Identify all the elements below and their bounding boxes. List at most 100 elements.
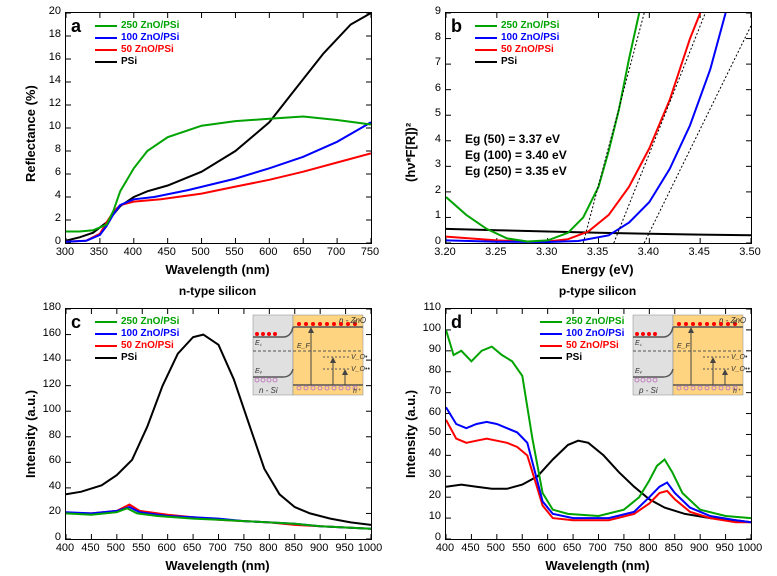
y-tick: 80 [429,364,441,376]
y-tick: 20 [429,489,441,501]
legend-item: 100 ZnO/PSi [475,32,559,43]
legend-label: 50 ZnO/PSi [501,44,554,55]
legend-label: PSi [121,56,137,67]
panel-d-letter: d [451,312,462,333]
svg-text:E_F: E_F [677,343,691,350]
legend-swatch [475,61,497,63]
bandgap-annotation: Eg (50) = 3.37 eV [465,132,560,146]
legend-item: 100 ZnO/PSi [95,32,179,43]
legend-item: 100 ZnO/PSi [540,328,624,339]
y-tick: 14 [49,74,61,86]
legend-item: 50 ZnO/PSi [95,340,179,351]
panel-c-xlabel: Wavelength (nm) [158,558,278,573]
bandgap-annotation: Eg (100) = 3.40 eV [465,148,567,162]
y-tick: 18 [49,28,61,40]
y-tick: 0 [55,531,61,543]
x-tick: 450 [152,246,182,258]
legend-label: 100 ZnO/PSi [566,328,624,339]
x-tick: 500 [186,246,216,258]
y-tick: 40 [49,480,61,492]
x-tick: 3.30 [532,246,562,258]
legend: 250 ZnO/PSi100 ZnO/PSi50 ZnO/PSiPSi [95,316,179,364]
panel-b-ylabel: (hν*F[R])² [403,123,418,182]
y-tick: 4 [55,189,61,201]
legend-swatch [95,321,117,323]
legend-item: 250 ZnO/PSi [95,316,179,327]
x-tick: 350 [84,246,114,258]
y-tick: 80 [49,429,61,441]
svg-text:V_O••: V_O•• [351,366,370,373]
x-tick: 400 [118,246,148,258]
svg-text:V_O•: V_O• [351,354,368,361]
legend-swatch [540,321,562,323]
legend-label: 50 ZnO/PSi [121,44,174,55]
legend-label: PSi [501,56,517,67]
y-tick: 20 [49,505,61,517]
x-tick: 750 [355,246,385,258]
x-tick: 3.20 [430,246,460,258]
y-tick: 70 [429,385,441,397]
panel-a-xlabel: Wavelength (nm) [158,262,278,277]
bandgap-annotation: Eg (250) = 3.35 eV [465,164,567,178]
legend-item: 250 ZnO/PSi [475,20,559,31]
y-tick: 0 [55,235,61,247]
svg-text:V_O•: V_O• [731,354,748,361]
legend: 250 ZnO/PSi100 ZnO/PSi50 ZnO/PSiPSi [540,316,624,364]
y-tick: 4 [435,133,441,145]
y-tick: 100 [43,403,61,415]
panel-c-letter: c [71,312,81,333]
x-tick: 700 [321,246,351,258]
legend-item: PSi [475,56,559,67]
y-tick: 60 [49,454,61,466]
legend-swatch [540,357,562,359]
panel-a-letter: a [71,16,81,37]
svg-text:h⁺: h⁺ [353,388,362,395]
legend-item: 50 ZnO/PSi [95,44,179,55]
legend-item: 50 ZnO/PSi [475,44,559,55]
svg-text:V_O••: V_O•• [731,366,750,373]
y-tick: 110 [423,301,441,313]
legend-label: 50 ZnO/PSi [121,340,174,351]
y-tick: 8 [435,31,441,43]
y-tick: 7 [435,56,441,68]
svg-text:E꜀: E꜀ [255,340,263,347]
x-tick: 3.40 [633,246,663,258]
y-tick: 40 [429,447,441,459]
svg-text:p - Si: p - Si [638,386,658,395]
y-tick: 140 [43,352,61,364]
legend-label: 100 ZnO/PSi [501,32,559,43]
svg-text:e⁻: e⁻ [353,319,362,326]
svg-text:h⁺: h⁺ [733,388,742,395]
legend-label: 250 ZnO/PSi [121,20,179,31]
x-tick: 3.50 [735,246,765,258]
legend-swatch [540,345,562,347]
y-tick: 12 [49,97,61,109]
legend-item: 50 ZnO/PSi [540,340,624,351]
panel-d-title: p-type silicon [445,284,750,298]
y-tick: 50 [429,426,441,438]
legend-swatch [95,345,117,347]
legend-label: 250 ZnO/PSi [566,316,624,327]
y-tick: 0 [435,235,441,247]
y-tick: 3 [435,158,441,170]
legend-label: PSi [121,352,137,363]
y-tick: 2 [435,184,441,196]
legend-swatch [95,357,117,359]
x-tick: 3.25 [481,246,511,258]
legend-label: 250 ZnO/PSi [121,316,179,327]
y-tick: 20 [49,5,61,17]
legend-label: 250 ZnO/PSi [501,20,559,31]
legend-swatch [95,25,117,27]
y-tick: 2 [55,212,61,224]
x-tick: 1000 [735,542,765,554]
x-tick: 1000 [355,542,385,554]
panel-d-xlabel: Wavelength (nm) [538,558,658,573]
svg-text:Eᵥ: Eᵥ [255,368,263,375]
legend-label: 50 ZnO/PSi [566,340,619,351]
y-tick: 6 [55,166,61,178]
y-tick: 100 [423,322,441,334]
y-tick: 90 [429,343,441,355]
legend-item: 100 ZnO/PSi [95,328,179,339]
legend-item: PSi [540,352,624,363]
y-tick: 10 [49,120,61,132]
